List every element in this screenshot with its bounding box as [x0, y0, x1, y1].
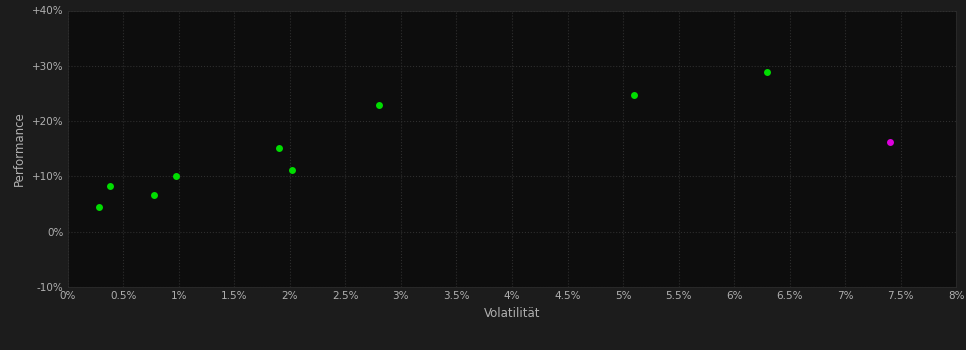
Point [759, 70, 775, 75]
Y-axis label: Performance: Performance [14, 111, 26, 186]
Point [284, 167, 299, 173]
Point [169, 174, 185, 179]
Point [626, 92, 641, 97]
Point [147, 192, 162, 197]
Point [91, 204, 106, 210]
Point [371, 102, 386, 107]
X-axis label: Volatilität: Volatilität [484, 307, 540, 320]
Point [882, 139, 897, 144]
Point [270, 145, 287, 150]
Point [102, 183, 118, 189]
